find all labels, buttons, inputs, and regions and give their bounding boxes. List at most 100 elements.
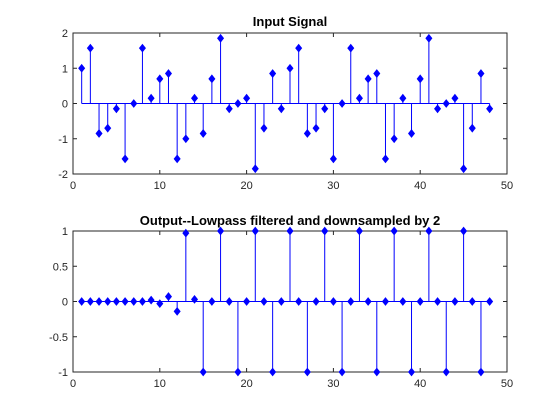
stem-marker: [286, 226, 294, 236]
stem-marker: [364, 297, 372, 306]
stem-marker: [364, 74, 372, 84]
stem-marker: [373, 367, 381, 377]
stem-marker: [121, 297, 129, 306]
stem-marker: [243, 93, 251, 103]
stem-marker: [277, 297, 285, 306]
stem-marker: [295, 43, 303, 53]
y-tick-label: 0: [62, 99, 68, 111]
stem-marker: [295, 297, 303, 306]
y-tick-label: -2: [58, 169, 68, 181]
y-tick-label: 1: [62, 63, 68, 75]
stem-marker: [451, 297, 459, 306]
stem-marker: [312, 297, 320, 306]
stem-marker: [190, 294, 199, 304]
stem-marker: [104, 123, 112, 133]
stem-marker: [355, 93, 363, 103]
stem-marker: [321, 104, 329, 114]
stem-marker: [329, 154, 337, 164]
stem-marker: [399, 297, 407, 306]
y-tick-label: 1: [62, 226, 68, 238]
stem-marker: [147, 93, 155, 103]
stem-marker: [390, 134, 398, 144]
stem-marker: [190, 93, 199, 103]
stem-marker: [112, 104, 120, 114]
stem-marker: [338, 367, 346, 377]
stem-marker: [329, 297, 337, 306]
stem-marker: [130, 297, 138, 306]
stem-marker: [260, 123, 268, 133]
subplot-input-signal: Input Signal 0 10 20 30 40 50 -2 -1 0 1 2: [58, 14, 513, 192]
stem-marker: [78, 63, 86, 73]
stem-marker: [156, 299, 164, 309]
stem-marker: [425, 226, 433, 236]
y-tick-label: 2: [62, 28, 68, 40]
stem-marker: [416, 297, 424, 306]
y-tick-label: 0: [62, 297, 68, 309]
stem-marker: [182, 228, 190, 238]
stem-marker: [251, 226, 259, 236]
subplot-output: Output--Lowpass filtered and downsampled…: [49, 213, 513, 390]
tick-marks: [72, 230, 508, 373]
x-tick-label: 40: [414, 180, 426, 192]
stem-marker: [104, 297, 112, 306]
stem-marker: [182, 134, 190, 144]
stem-marker: [225, 297, 233, 306]
stem-marker: [199, 367, 207, 377]
stem-marker: [234, 99, 242, 108]
stem-marker: [147, 295, 155, 305]
stem-marker: [321, 226, 329, 236]
x-tick-label: 30: [327, 180, 339, 192]
y-tick-label: 0.5: [53, 261, 68, 273]
tick-marks: [72, 32, 508, 175]
stem-marker: [434, 104, 442, 114]
stem-marker: [156, 74, 164, 84]
x-tick-label: 50: [501, 378, 513, 390]
stem-marker: [312, 123, 320, 133]
stem-marker: [486, 297, 494, 306]
stem-marker: [434, 297, 442, 306]
markers: [78, 226, 494, 377]
stem-marker: [130, 99, 138, 108]
stem-marker: [286, 63, 294, 73]
stem-marker: [416, 74, 424, 84]
stem-marker: [355, 226, 363, 236]
markers: [78, 33, 494, 174]
x-tick-label: 20: [240, 180, 252, 192]
stem-marker: [303, 367, 311, 377]
stem-marker: [373, 69, 381, 78]
stem-marker: [442, 367, 450, 377]
stem-marker: [217, 33, 225, 43]
x-tick-label: 40: [414, 378, 426, 390]
chart-title: Input Signal: [253, 14, 327, 29]
stem-marker: [399, 93, 407, 103]
stem-marker: [477, 69, 485, 78]
stem-marker: [390, 226, 398, 236]
stem-marker: [173, 306, 181, 316]
stem-marker: [460, 226, 468, 236]
stem-marker: [442, 99, 450, 108]
stem-marker: [138, 43, 146, 53]
stem-marker: [347, 297, 355, 306]
stem-marker: [381, 154, 390, 164]
stem-marker: [338, 99, 346, 108]
stem-marker: [138, 297, 146, 306]
x-tick-label: 50: [501, 180, 513, 192]
stem-marker: [164, 292, 173, 301]
stem-marker: [243, 297, 251, 306]
stem-marker: [234, 367, 242, 377]
y-tick-label: -1: [58, 367, 68, 379]
tick-labels: 0 10 20 30 40 50 -2 -1 0 1 2: [58, 28, 513, 192]
stem-marker: [251, 164, 259, 174]
y-tick-label: -1: [58, 134, 68, 146]
stem-marker: [347, 43, 355, 53]
x-tick-label: 20: [240, 378, 252, 390]
y-tick-label: -0.5: [49, 332, 68, 344]
x-tick-label: 0: [70, 378, 76, 390]
stem-marker: [173, 154, 181, 164]
stems: [81, 38, 491, 169]
stem-marker: [407, 129, 416, 138]
chart-title: Output--Lowpass filtered and downsampled…: [140, 213, 440, 228]
stem-marker: [199, 129, 207, 138]
stem-marker: [468, 123, 476, 133]
